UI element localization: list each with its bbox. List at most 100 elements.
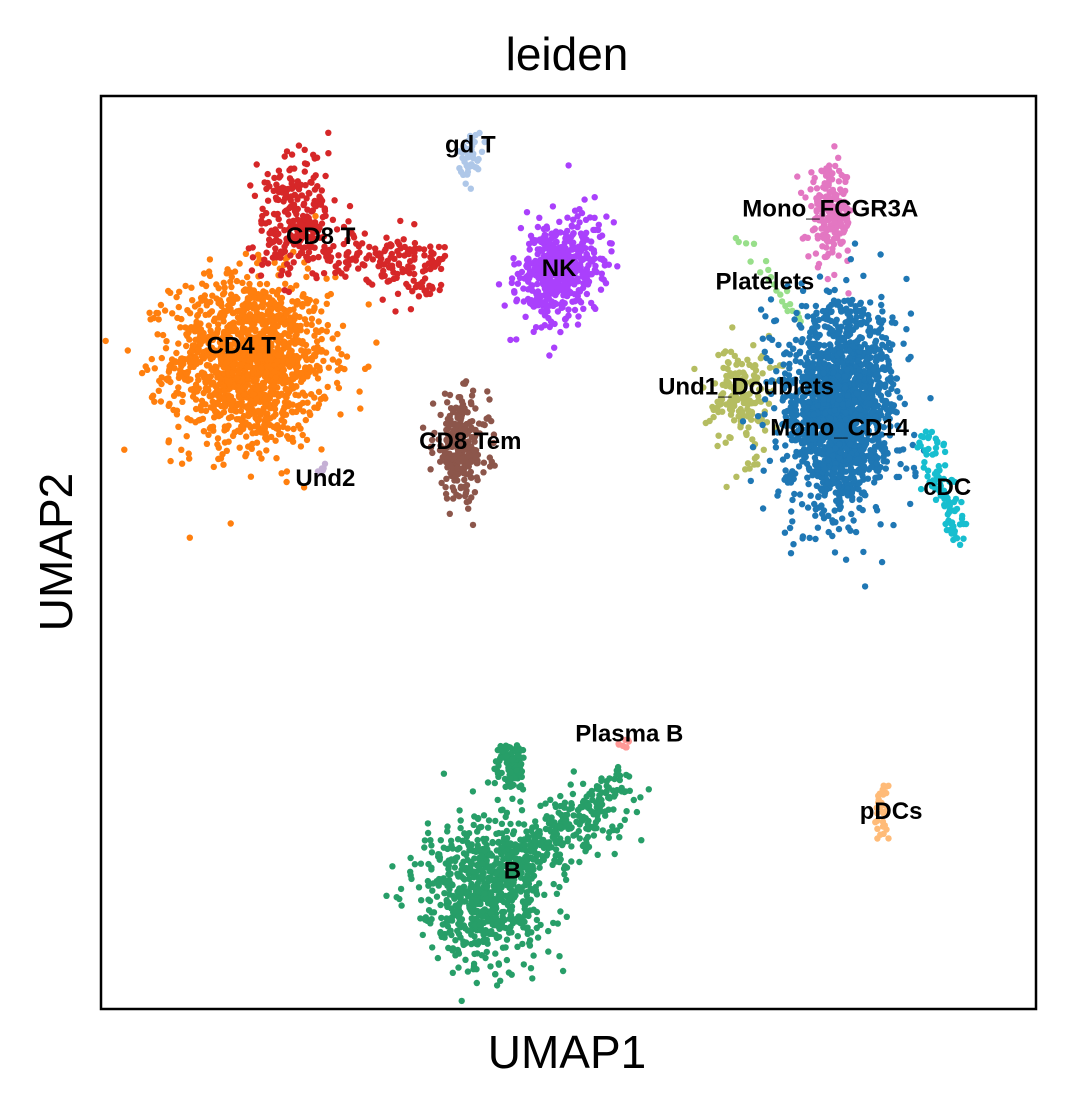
point-cd8-tem (427, 444, 435, 451)
point-cd8-t (288, 180, 295, 187)
point-nk (558, 304, 565, 311)
point-cd4-t (172, 358, 179, 365)
point-cd4-t (254, 422, 261, 429)
point-nk (513, 336, 520, 343)
point-mono-cd14 (860, 392, 868, 399)
cluster-cd4-t-points (102, 212, 380, 541)
point-und1-doublets (773, 424, 780, 431)
points-layer (102, 129, 970, 1005)
point-cd8-t (355, 265, 362, 272)
point-cd4-t (270, 423, 277, 430)
point-cd8-t (317, 234, 324, 241)
point-nk (580, 280, 587, 287)
point-cd4-t (287, 327, 294, 334)
point-cd4-t (226, 322, 233, 329)
point-mono-fcgr3a (815, 194, 822, 201)
point-cd4-t (333, 379, 341, 387)
point-cd8-tem (450, 487, 458, 494)
point-mono-fcgr3a (807, 186, 814, 193)
point-cd8-tem (429, 400, 437, 407)
point-und1-doublets (753, 453, 760, 460)
point-cd8-t (322, 172, 329, 180)
point-mono-cd14 (846, 347, 853, 354)
point-mono-cd14 (798, 501, 806, 508)
point-cd8-t (423, 287, 430, 294)
point-cd4-t (244, 273, 251, 281)
point-cd8-t (301, 146, 308, 153)
point-cd4-t (255, 251, 262, 258)
point-mono-cd14 (804, 504, 812, 511)
point-cd4-t (191, 328, 199, 335)
cluster-platelets-points (732, 234, 804, 325)
point-mono-cd14 (856, 307, 863, 315)
point-nk (534, 223, 542, 231)
point-und1-doublets (727, 348, 735, 355)
point-mono-cd14 (803, 460, 811, 467)
point-und1-doublets (714, 442, 721, 450)
point-und1-doublets (746, 465, 753, 472)
point-cd8-t (263, 209, 270, 217)
point-cd4-t (323, 275, 330, 282)
point-cd8-tem (457, 442, 464, 449)
point-mono-cd14 (847, 256, 854, 263)
point-cd8-t (381, 247, 388, 255)
point-mono-cd14 (856, 334, 864, 341)
point-nk (538, 257, 545, 264)
point-cd8-tem (455, 493, 463, 500)
point-und1-doublets (744, 391, 752, 398)
point-cd4-t (183, 433, 190, 440)
point-mono-cd14 (795, 463, 803, 470)
point-cd4-t (204, 385, 211, 392)
point-mono-cd14 (815, 349, 822, 357)
point-mono-cd14 (877, 392, 885, 399)
point-mono-cd14 (855, 357, 862, 364)
point-cd8-tem (463, 487, 470, 494)
point-cd4-t (263, 369, 270, 376)
point-und1-doublets (733, 376, 741, 384)
point-nk (495, 281, 503, 288)
point-cd8-tem (486, 396, 493, 403)
point-nk (544, 275, 551, 283)
point-mono-cd14 (747, 477, 754, 485)
point-cd4-t (261, 384, 268, 392)
point-b (415, 884, 423, 891)
point-cd8-t (326, 246, 333, 253)
point-cd8-t (427, 254, 434, 261)
point-mono-cd14 (831, 465, 839, 472)
point-mono-cd14 (816, 273, 824, 280)
point-cd4-t (278, 294, 286, 302)
point-mono-cd14 (912, 469, 919, 476)
point-mono-cd14 (800, 401, 807, 409)
point-cd4-t (277, 430, 284, 438)
point-cd8-t (297, 249, 305, 257)
point-cd4-t (151, 398, 158, 405)
point-cd8-t (291, 165, 298, 172)
point-mono-fcgr3a (831, 271, 838, 279)
point-mono-cd14 (851, 477, 858, 484)
point-nk (544, 302, 552, 310)
point-mono-cd14 (832, 519, 839, 526)
point-nk (541, 282, 548, 289)
point-mono-cd14 (911, 431, 918, 439)
point-cd8-t (273, 236, 280, 243)
point-mono-cd14 (833, 316, 840, 323)
point-cdc (941, 501, 948, 509)
point-cd4-t (300, 291, 307, 298)
point-cd4-t (221, 395, 228, 403)
point-cd4-t (303, 436, 311, 444)
point-cd8-tem (479, 421, 487, 428)
point-nk (562, 322, 570, 329)
point-cd8-t (437, 265, 445, 273)
point-cd4-t (225, 422, 232, 429)
point-cd8-tem (455, 458, 463, 465)
point-cd8-t (272, 245, 279, 252)
point-mono-fcgr3a (843, 206, 850, 213)
point-cd4-t (302, 365, 309, 373)
point-cd8-t (309, 270, 316, 277)
point-mono-cd14 (866, 324, 874, 331)
point-mono-cd14 (829, 532, 836, 540)
point-cd8-tem (438, 479, 445, 487)
point-cd4-t (178, 363, 185, 370)
point-cd8-t (376, 258, 384, 265)
point-cd8-t (294, 182, 301, 189)
